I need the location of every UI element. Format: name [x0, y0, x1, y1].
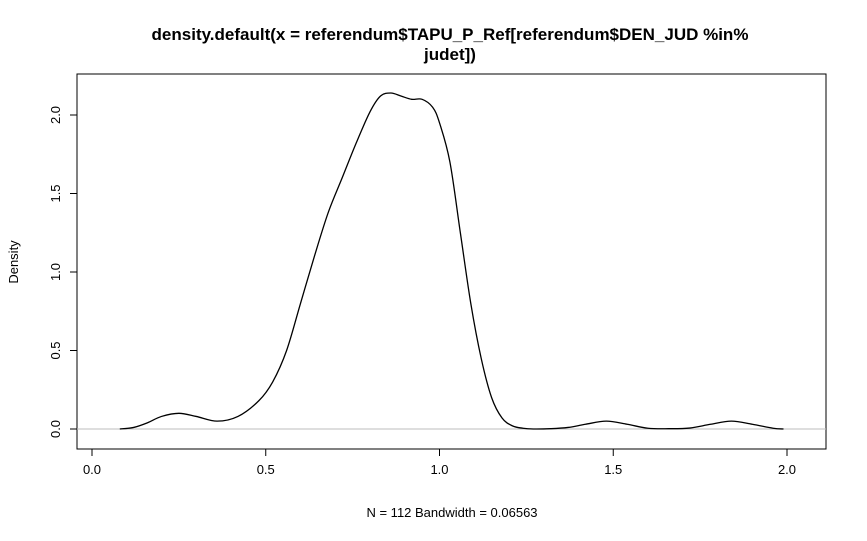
x-tick-label: 1.0 — [430, 462, 448, 477]
chart-title-line-2: judet]) — [423, 45, 476, 64]
x-axis-label: N = 112 Bandwidth = 0.06563 — [366, 505, 537, 520]
plot-box — [76, 73, 827, 450]
y-tick-label: 2.0 — [48, 106, 63, 124]
y-axis: 0.0 0.5 1.0 1.5 2.0 — [48, 106, 78, 438]
density-curve — [119, 92, 784, 430]
x-axis: 0.0 0.5 1.0 1.5 2.0 — [83, 448, 796, 477]
y-tick-label: 1.5 — [48, 184, 63, 202]
y-tick-label: 1.0 — [48, 263, 63, 281]
x-tick-label: 0.0 — [83, 462, 101, 477]
x-tick-label: 1.5 — [604, 462, 622, 477]
chart-title-line-1: density.default(x = referendum$TAPU_P_Re… — [152, 25, 749, 44]
y-tick-label: 0.0 — [48, 420, 63, 438]
y-tick-label: 0.5 — [48, 341, 63, 359]
x-tick-label: 2.0 — [778, 462, 796, 477]
x-tick-label: 0.5 — [257, 462, 275, 477]
y-axis-label: Density — [6, 240, 21, 284]
